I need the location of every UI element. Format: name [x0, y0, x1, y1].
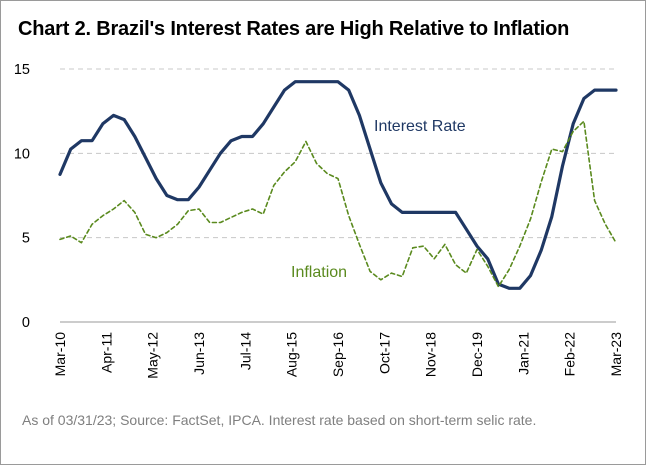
x-tick-label: Mar-10: [52, 332, 68, 377]
x-tick-label: Sep-16: [330, 332, 346, 377]
y-tick-label: 15: [14, 62, 30, 78]
footnote: As of 03/31/23; Source: FactSet, IPCA. I…: [22, 412, 537, 428]
x-tick-label: Jul-14: [237, 332, 253, 370]
x-tick-label: Dec-19: [469, 332, 485, 377]
y-tick-label: 5: [22, 231, 30, 247]
y-tick-label: 0: [22, 315, 30, 331]
inflation-line: [59, 120, 617, 288]
x-tick-label: Oct-17: [376, 332, 392, 374]
series-labels: Interest Rate Inflation: [291, 118, 466, 281]
chart-title: Chart 2. Brazil's Interest Rates are Hig…: [18, 18, 570, 40]
inflation-label: Inflation: [291, 264, 347, 281]
x-tick-label: Aug-15: [284, 332, 300, 377]
x-tick-label: Jun-13: [191, 332, 207, 375]
x-tick-label: Feb-22: [562, 332, 578, 377]
series-lines: [58, 80, 618, 290]
x-tick-label: Nov-18: [423, 332, 439, 377]
x-tick-label: Apr-11: [98, 332, 114, 373]
x-tick-label: May-12: [145, 332, 161, 379]
y-tick-label: 10: [14, 146, 30, 162]
y-axis-ticks: 0 5 10 15: [14, 62, 30, 331]
interest-rate-label: Interest Rate: [374, 118, 466, 135]
x-tick-label: Mar-23: [608, 332, 624, 377]
x-axis: Mar-10 Apr-11 May-12 Jun-13 Jul-14 Aug-15 Sep-…: [52, 321, 624, 379]
interest-rate-line: [58, 80, 618, 290]
x-tick-label: Jan-21: [515, 332, 531, 375]
